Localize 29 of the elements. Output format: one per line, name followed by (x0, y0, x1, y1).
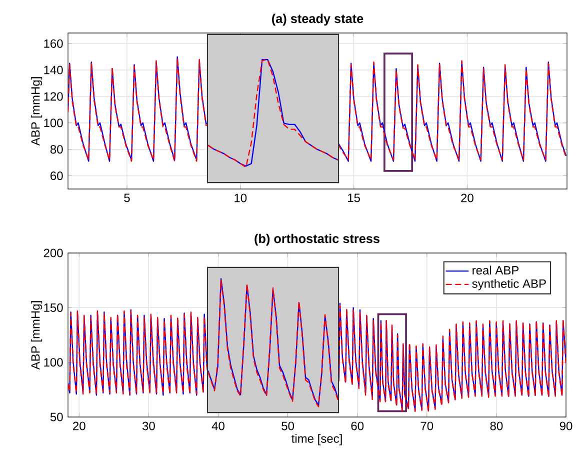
x-tick-label: 15 (348, 194, 360, 202)
y-tick-label: 160 (44, 39, 63, 48)
x-axis-title: time [sec] (292, 434, 342, 446)
x-tick-label: 60 (351, 422, 364, 430)
x-tick-label: 10 (234, 194, 247, 202)
y-axis-title: ABP [mmHg] (30, 77, 42, 146)
y-tick-label: 50 (50, 412, 63, 422)
x-tick-label: 20 (73, 422, 86, 430)
y-tick-label: 150 (44, 303, 63, 312)
x-tick-label: 5 (124, 194, 130, 202)
chart-title: (a) steady state (272, 14, 364, 26)
y-tick-label: 120 (44, 92, 63, 101)
x-tick-label: 70 (420, 422, 434, 430)
y-tick-label: 80 (50, 145, 63, 154)
x-tick-label: 90 (560, 422, 572, 430)
x-tick-label: 80 (490, 422, 503, 430)
chart-title: (b) orthostatic stress (254, 234, 380, 246)
y-tick-label: 60 (50, 172, 63, 180)
y-tick-label: 200 (44, 248, 63, 258)
legend-label: real ABP (472, 266, 519, 275)
y-tick-label: 140 (44, 66, 63, 74)
legend-label: synthetic ABP (472, 279, 546, 290)
y-tick-label: 100 (44, 118, 63, 128)
y-axis-title: ABP [mmHg] (30, 301, 42, 370)
x-tick-label: 50 (282, 422, 294, 430)
x-tick-label: 30 (142, 422, 155, 430)
y-tick-label: 100 (44, 358, 63, 367)
x-tick-label: 40 (212, 422, 224, 430)
x-tick-label: 20 (461, 194, 474, 202)
